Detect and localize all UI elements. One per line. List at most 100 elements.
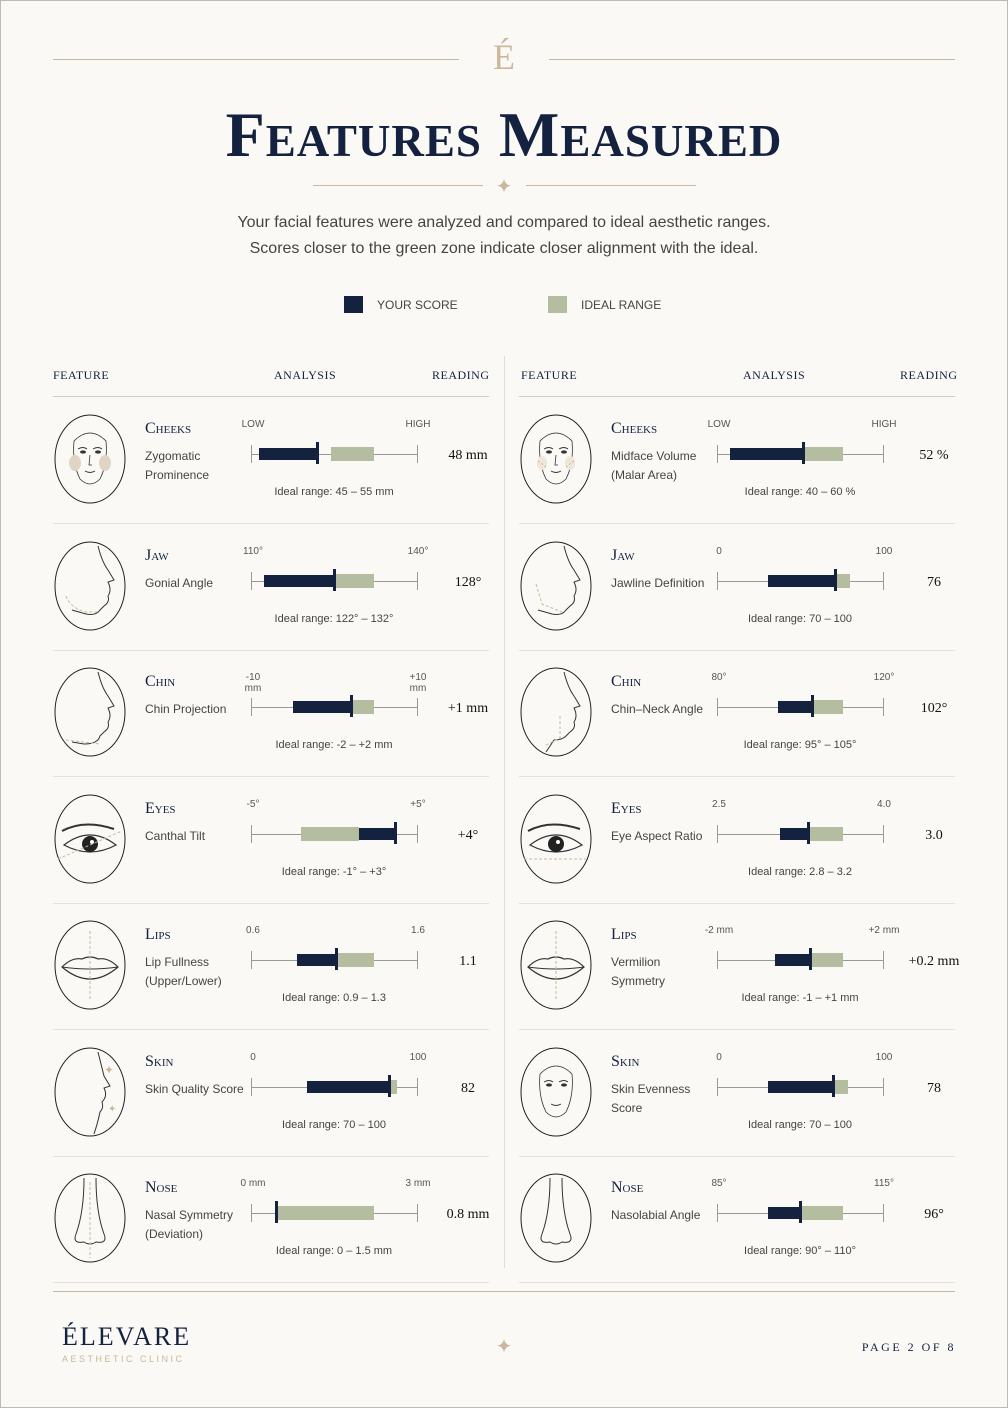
legend-score: YOUR SCORE: [344, 296, 458, 313]
feature-name: Eyes: [145, 799, 176, 817]
ideal-range-text: Ideal range: 0.9 – 1.3: [282, 992, 386, 1004]
title-rule-right: [526, 185, 696, 186]
score-bar: [264, 574, 334, 587]
row-divider: [519, 649, 955, 651]
ideal-range-bar: [388, 1079, 398, 1094]
feature-description: Gonial Angle: [145, 575, 214, 590]
scale-max-label: 100: [409, 1051, 427, 1063]
score-marker: [833, 568, 837, 591]
scale-max-label: +5°: [410, 798, 426, 810]
legend-ideal-swatch: [548, 296, 567, 313]
face-profile-chin-icon: [54, 667, 126, 757]
score-bar: [778, 701, 812, 713]
score-bar: [730, 448, 804, 460]
reading-value: +4°: [457, 827, 479, 843]
scale-max-label: 120°: [873, 672, 895, 683]
ideal-range-bar: [800, 1206, 844, 1220]
score-marker: [799, 1201, 802, 1223]
lips-icon: [54, 920, 126, 1010]
ideal-range-bar: [335, 953, 374, 967]
ideal-range-text: Ideal range: 70 – 100: [748, 612, 852, 625]
scale-min-label: 80°: [711, 672, 727, 683]
right-row-jaw: Jaw Jawline Definition 0 100 Ideal range: 70…: [519, 525, 955, 651]
scale-max-label: 100: [875, 545, 893, 557]
scale-tick-min: [717, 1077, 718, 1096]
scale-tick-max: [883, 951, 884, 969]
left-header-analysis: ANALYSIS: [274, 368, 337, 382]
feature-name: Cheeks: [145, 420, 192, 437]
left-header-reading: READING: [432, 368, 490, 382]
score-marker: [394, 821, 398, 844]
scale-tick-min: [251, 698, 252, 716]
reading-value: 1.1: [459, 954, 477, 969]
reading-value: 52 %: [919, 448, 949, 463]
feature-description: Nasolabial Angle: [611, 1208, 701, 1222]
scale-tick-min: [717, 824, 718, 843]
scale-tick-min: [717, 1204, 718, 1222]
scale-max-label: 140°: [407, 545, 429, 557]
feature-description: Skin Evenness Score: [611, 1081, 691, 1115]
ideal-range-text: Ideal range: 40 – 60 %: [744, 486, 856, 498]
left-row-jaw: Jaw Gonial Angle 110° 140° Ideal range: 122°…: [53, 525, 489, 651]
feature-name: Skin: [145, 1052, 174, 1070]
ideal-range-bar: [809, 953, 844, 967]
reading-value: 3.0: [925, 827, 943, 843]
reading-value: 96°: [924, 1207, 944, 1222]
score-marker: [334, 948, 338, 970]
page-title: Features Measured: [225, 99, 783, 170]
scale-tick-max: [417, 445, 418, 463]
score-marker: [387, 1074, 391, 1097]
scale-min-label: 0.6: [246, 925, 260, 936]
score-bar: [768, 1080, 834, 1093]
scale-min-label: 0: [716, 1051, 722, 1063]
scale-max-label: 4.0: [877, 798, 891, 810]
score-marker: [333, 568, 336, 591]
ideal-range-text: Ideal range: 95° – 105°: [743, 739, 857, 751]
feature-name: Cheeks: [611, 420, 658, 437]
score-marker: [810, 695, 814, 717]
reading-value: 78: [927, 1080, 941, 1096]
scale-min-label: LOW: [707, 419, 731, 430]
feature-name: Lips: [611, 926, 637, 943]
ideal-range-bar: [277, 1206, 374, 1220]
ideal-range-text: Ideal range: 45 – 55 mm: [274, 486, 394, 498]
brand-logo: ÉLEVARE: [62, 1322, 192, 1351]
scale-min-label: 0: [250, 1051, 256, 1063]
intro-line-2: Scores closer to the green zone indicate…: [249, 240, 759, 257]
right-row-eyes: Eyes Eye Aspect Ratio 2.5 4.0 Ideal range: 2…: [519, 778, 955, 904]
ideal-range-text: Ideal range: 70 – 100: [282, 1118, 386, 1131]
svg-text:✦: ✦: [104, 1063, 114, 1077]
reading-value: +1 mm: [447, 701, 489, 716]
face-front-malar-icon: [520, 414, 592, 504]
right-row-skin: Skin Skin Evenness Score 0 100 Ideal range: …: [519, 1031, 955, 1157]
footer-sparkle-icon: ✦: [495, 1336, 513, 1358]
reading-value: 102°: [920, 701, 948, 716]
scale-min-label: -5°: [246, 798, 260, 810]
left-row-chin: Chin Chin Projection -10 mm +10 mm Ideal ran…: [53, 651, 489, 777]
feature-name: Jaw: [145, 546, 169, 564]
right-row-cheeks: Cheeks Midface Volume (Malar Area) LOW HIGH…: [519, 398, 955, 524]
score-bar: [358, 827, 396, 840]
feature-description: Midface Volume (Malar Area): [611, 449, 697, 482]
ideal-range-bar: [808, 826, 844, 841]
right-row-lips: Lips Vermilion Symmetry -2 mm +2 mm Ideal ra…: [519, 904, 959, 1030]
row-divider: [53, 902, 489, 904]
left-row-lips: Lips Lip Fullness (Upper/Lower) 0.6 1.6 Idea…: [53, 904, 489, 1030]
scale-max-label: 115°: [874, 1178, 894, 1189]
column-divider: [504, 356, 505, 1268]
top-rule-right: [549, 59, 955, 60]
row-divider: [53, 776, 489, 777]
scale-max-label: +2 mm: [868, 925, 900, 936]
page-number: PAGE 2 OF 8: [861, 1340, 956, 1354]
scale-tick-min: [251, 571, 252, 590]
right-row-chin: Chin Chin–Neck Angle 80° 120° Ideal range: 9…: [519, 651, 955, 777]
scale-min-label: 0 mm: [240, 1178, 266, 1189]
legend-score-swatch: [344, 296, 363, 313]
reading-value: 128°: [454, 574, 482, 590]
logo-mark: É: [493, 37, 515, 77]
scale-min-label: 2.5: [712, 798, 726, 810]
right-header-feature: FEATURE: [521, 368, 578, 382]
scale-min-label: 110°: [243, 545, 263, 557]
scale-tick-min: [717, 698, 718, 716]
scale-tick-max: [883, 824, 884, 843]
